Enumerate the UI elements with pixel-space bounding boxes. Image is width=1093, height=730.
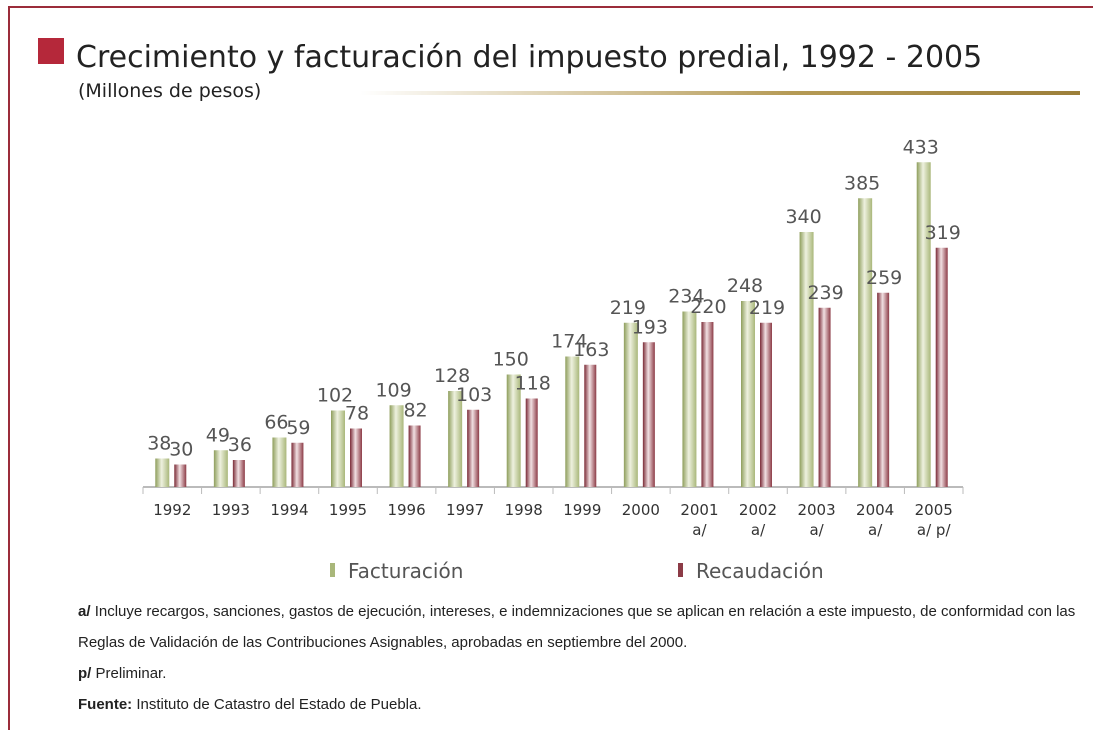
- x-tick-label: 2000: [621, 501, 660, 519]
- frame: [8, 6, 1093, 730]
- bar: [408, 425, 421, 487]
- notes: a/ Incluye recargos, sanciones, gastos d…: [78, 596, 1093, 720]
- data-label: 82: [403, 400, 427, 422]
- note-label: a/: [78, 603, 91, 620]
- bar: [701, 322, 714, 487]
- data-label: 36: [228, 434, 252, 456]
- data-label: 340: [785, 206, 821, 228]
- title-rule: [360, 91, 1080, 95]
- note-text: Preliminar.: [95, 665, 167, 682]
- data-label: 174: [551, 331, 587, 353]
- note-label: Fuente:: [78, 696, 133, 713]
- bar: [642, 342, 655, 487]
- note-text: Instituto de Catastro del Estado de Pueb…: [136, 696, 422, 713]
- x-tick-label: 1999: [563, 501, 602, 519]
- x-tick-label: 1993: [211, 501, 250, 519]
- data-label: 248: [727, 275, 763, 297]
- x-tick-label: 1994: [270, 501, 309, 519]
- bar: [174, 464, 187, 487]
- x-tick-label: 2003 a/: [797, 501, 836, 539]
- data-label: 385: [844, 172, 880, 194]
- data-label: 219: [610, 297, 646, 319]
- data-label: 150: [493, 349, 529, 371]
- data-label: 59: [286, 417, 310, 439]
- chart-title: Crecimiento y facturación del impuesto p…: [76, 40, 983, 75]
- chart-subtitle: (Millones de pesos): [78, 80, 262, 102]
- bar: [916, 162, 931, 487]
- data-label: 118: [515, 373, 551, 395]
- bar: [877, 292, 890, 487]
- bar: [331, 410, 345, 487]
- x-tick-label: 1997: [446, 501, 485, 519]
- bar: [350, 428, 362, 487]
- data-label: 66: [264, 412, 288, 434]
- legend-swatch: [678, 563, 683, 577]
- x-tick-label: 2004 a/: [856, 501, 895, 539]
- note-text: Incluye recargos, sanciones, gastos de e…: [78, 603, 1076, 651]
- data-label: 193: [632, 316, 668, 338]
- data-label: 433: [903, 136, 939, 158]
- bar: [448, 391, 463, 487]
- data-label: 49: [206, 424, 230, 446]
- bar: [741, 301, 755, 487]
- bar: [858, 198, 873, 487]
- note-label: p/: [78, 665, 92, 682]
- bar: [682, 311, 697, 487]
- title-marker: [38, 38, 64, 64]
- bar: [584, 364, 597, 487]
- bar: [213, 450, 228, 487]
- legend-label: Facturación: [348, 559, 463, 583]
- bar: [291, 442, 304, 487]
- legend-label: Recaudación: [696, 559, 824, 583]
- bar: [155, 458, 170, 487]
- data-label: 239: [807, 282, 843, 304]
- bar: [565, 356, 580, 487]
- bar: [467, 409, 480, 487]
- x-tick-label: 1992: [153, 501, 192, 519]
- legend-item: Recaudación: [678, 559, 824, 583]
- data-label: 163: [573, 339, 609, 361]
- bar: [623, 322, 638, 487]
- bar: [799, 232, 814, 487]
- data-label: 30: [169, 439, 193, 461]
- bar: [818, 307, 831, 487]
- data-label: 38: [147, 433, 171, 455]
- data-label: 102: [317, 385, 353, 407]
- x-tick-label: 2005 a/ p/: [914, 501, 953, 539]
- note: p/ Preliminar.: [78, 658, 1093, 689]
- note: Fuente: Instituto de Catastro del Estado…: [78, 689, 1093, 720]
- x-tick-label: 2002 a/: [738, 501, 778, 539]
- data-label: 219: [749, 297, 785, 319]
- data-label: 319: [925, 222, 961, 244]
- data-label: 220: [690, 296, 726, 318]
- bar: [935, 247, 948, 487]
- data-label: 128: [434, 365, 470, 387]
- data-label: 234: [668, 286, 704, 308]
- data-label: 109: [375, 379, 411, 401]
- x-tick-label: 1998: [504, 501, 543, 519]
- data-label: 259: [866, 267, 902, 289]
- legend-swatch: [330, 563, 335, 577]
- bar: [389, 405, 404, 487]
- note: a/ Incluye recargos, sanciones, gastos d…: [78, 596, 1093, 658]
- bar: [506, 374, 521, 487]
- x-tick-label: 2001 a/: [680, 501, 719, 539]
- legend-item: Facturación: [330, 559, 463, 583]
- bar: [272, 437, 287, 487]
- data-label: 103: [456, 384, 492, 406]
- x-tick-label: 1996: [387, 501, 426, 519]
- data-label: 78: [345, 403, 369, 425]
- bar: [760, 322, 772, 487]
- bar: [525, 398, 538, 487]
- x-tick-label: 1995: [328, 501, 368, 519]
- bar: [232, 460, 245, 487]
